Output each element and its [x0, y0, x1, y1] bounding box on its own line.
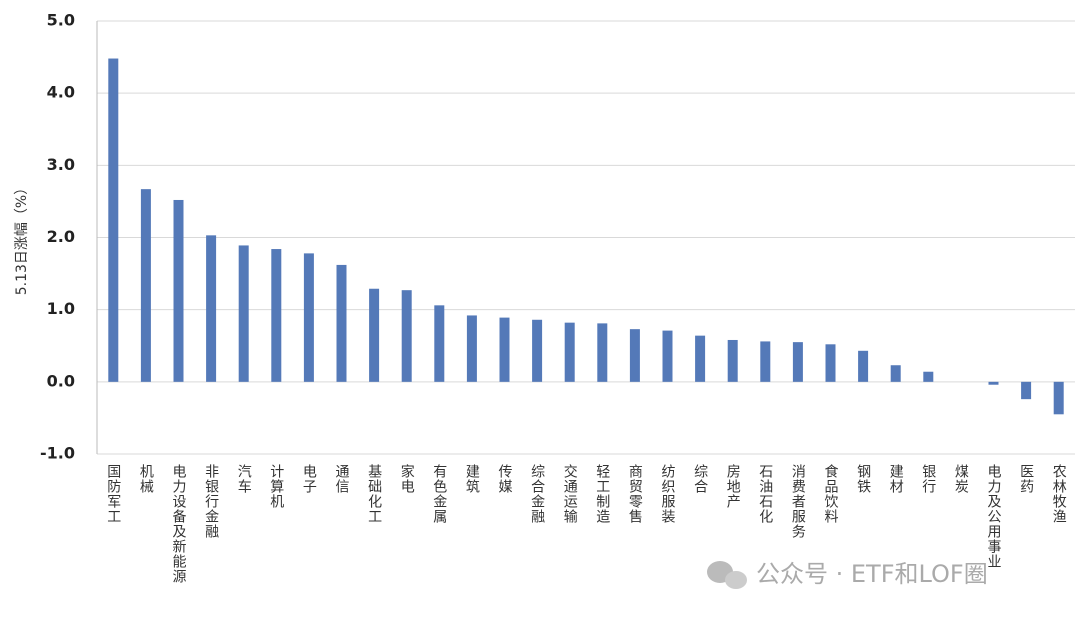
x-tick-label: 交通运输	[562, 463, 578, 524]
x-tick-label: 轻工制造	[594, 464, 610, 524]
bar	[532, 319, 543, 382]
bar	[825, 344, 836, 382]
y-tick-label: 2.0	[47, 227, 75, 246]
x-tick-label: 综合金融	[529, 464, 545, 524]
bar	[271, 249, 282, 382]
bar	[303, 253, 314, 382]
x-tick-label: 非银行金融	[203, 464, 219, 539]
bar	[434, 305, 445, 382]
y-tick-label: 4.0	[47, 83, 75, 102]
x-tick-label: 国防军工	[105, 464, 121, 524]
bar	[760, 341, 771, 382]
bar	[858, 350, 869, 382]
y-axis-label: 5.13日涨幅（%）	[14, 181, 30, 295]
x-tick-label: 电力设备及新能源	[171, 464, 187, 584]
bar	[988, 381, 999, 385]
x-tick-label: 基础化工	[366, 463, 382, 524]
x-tick-label: 家电	[399, 463, 415, 494]
x-tick-label: 纺织服装	[660, 464, 676, 524]
x-tick-label: 食品饮料	[823, 463, 839, 524]
x-tick-label: 电力及公用事业	[986, 464, 1002, 569]
bar	[629, 329, 640, 382]
y-tick-label: 1.0	[47, 299, 75, 318]
bar	[401, 290, 412, 382]
x-tick-label: 电子	[301, 464, 317, 494]
y-tick-label: 3.0	[47, 155, 75, 174]
bar	[369, 288, 380, 382]
x-tick-label: 建材	[888, 464, 904, 494]
x-tick-label: 综合	[692, 464, 708, 494]
x-tick-label: 消费者服务	[790, 464, 806, 539]
bar	[597, 323, 608, 382]
bar	[108, 58, 119, 382]
x-tick-label: 传媒	[497, 464, 513, 494]
x-tick-label: 机械	[138, 464, 154, 494]
bar	[238, 245, 249, 382]
bar	[499, 317, 510, 382]
bar	[1053, 381, 1064, 415]
x-tick-label: 钢铁	[855, 464, 871, 494]
x-tick-label: 有色金属	[431, 464, 447, 524]
watermark: 公众号 · ETF和LOF圈	[756, 560, 988, 588]
x-tick-label: 建筑	[464, 464, 480, 494]
x-tick-label: 房地产	[725, 464, 741, 509]
bar	[173, 199, 184, 382]
bar	[695, 335, 706, 382]
bar	[466, 315, 477, 382]
x-tick-label: 石油石化	[757, 464, 773, 524]
bar	[923, 371, 934, 382]
x-tick-label: 通信	[334, 464, 350, 494]
y-tick-label: -1.0	[40, 444, 75, 463]
bar	[890, 365, 901, 382]
bar	[792, 342, 803, 382]
watermark-icon	[707, 561, 747, 589]
x-tick-label: 计算机	[268, 464, 284, 509]
bar	[564, 322, 575, 382]
bar	[662, 330, 673, 382]
y-tick-label: 0.0	[47, 371, 75, 390]
x-tick-label: 医药	[1018, 464, 1034, 494]
x-tick-label: 银行	[920, 464, 936, 494]
x-tick-label: 商贸零售	[627, 464, 643, 524]
bar	[1021, 381, 1032, 400]
x-tick-label: 煤炭	[953, 464, 969, 494]
bar	[727, 339, 738, 382]
x-tick-label: 汽车	[236, 464, 252, 494]
x-tick-label: 农林牧渔	[1051, 464, 1067, 524]
bar	[140, 189, 151, 382]
y-tick-label: 5.0	[47, 11, 75, 30]
bar	[336, 264, 347, 382]
bar	[206, 235, 217, 382]
